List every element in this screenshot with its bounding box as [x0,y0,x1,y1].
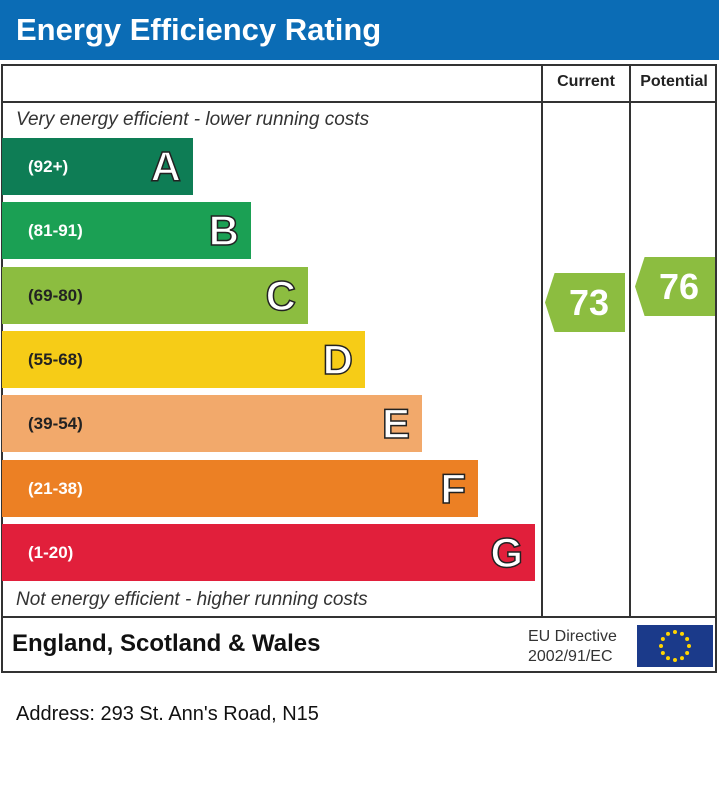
eu-directive: EU Directive 2002/91/EC [528,627,617,667]
divider [2,616,716,618]
band-f: (21-38) F [2,459,478,517]
band-range: (1-20) [28,542,74,562]
band-a: (92+) A [2,138,193,195]
band-e: (39-54) E [2,395,422,453]
star-icon [685,637,690,641]
current-rating-value: 73 [568,282,610,323]
band-letter: D [322,335,354,384]
current-column-header: Current [557,73,615,90]
divider [629,65,631,617]
star-icon [687,644,691,648]
band-range: (55-68) [28,349,83,369]
current-rating-arrow: 73 [545,273,625,332]
star-icon [680,631,684,636]
band-letter: G [490,528,524,577]
star-icon [680,656,684,661]
eu-flag-icon [637,625,713,667]
band-d: (55-68) D [2,330,365,388]
star-icon [659,644,663,648]
page-title: Energy Efficiency Rating [0,0,719,60]
band-range: (39-54) [28,414,83,434]
potential-rating-value: 76 [658,266,700,307]
star-icon [673,658,677,662]
band-range: (92+) [28,157,69,176]
band-letter: F [440,464,467,513]
band-b: (81-91) B [2,202,251,260]
band-letter: C [265,271,297,320]
region-label: England, Scotland & Wales [12,630,321,657]
potential-rating-arrow: 76 [635,257,715,316]
band-letter: A [150,142,182,191]
directive-line2: 2002/91/EC [528,648,613,665]
band-c: (69-80) C [2,266,308,324]
band-range: (69-80) [28,285,83,305]
star-icon [666,631,670,636]
divider [2,101,716,103]
bottom-note: Not energy efficient - higher running co… [16,589,368,610]
star-icon [673,630,677,634]
star-icon [660,637,665,641]
band-g: (1-20) G [2,523,535,581]
top-note: Very energy efficient - lower running co… [16,109,370,130]
band-range: (81-91) [28,221,83,241]
potential-column-header: Potential [640,73,708,90]
star-icon [685,651,690,655]
directive-line1: EU Directive [528,628,617,645]
star-icon [666,656,670,661]
band-range: (21-38) [28,478,83,498]
band-letter: B [208,207,240,256]
divider [541,65,543,617]
star-icon [660,651,665,655]
address: Address: 293 St. Ann's Road, N15 [16,703,319,725]
band-letter: E [381,399,411,448]
